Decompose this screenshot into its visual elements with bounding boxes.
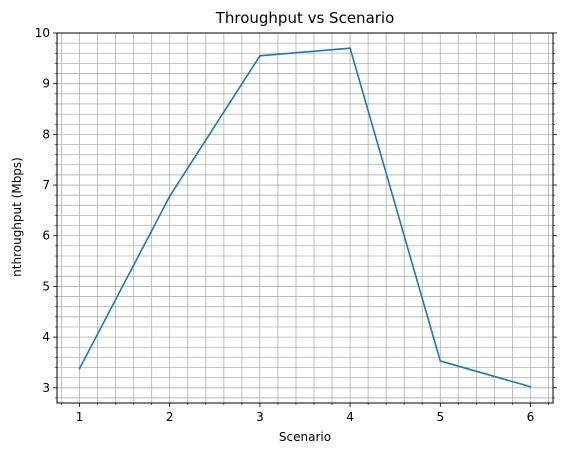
series-line bbox=[78, 47, 531, 388]
x-tick-label: 6 bbox=[527, 410, 535, 424]
data-point bbox=[529, 385, 532, 388]
y-tick-label: 8 bbox=[42, 127, 50, 141]
y-tick-label: 4 bbox=[42, 330, 50, 344]
series-layer bbox=[78, 47, 532, 388]
x-axis-label: Scenario bbox=[279, 430, 331, 444]
data-point bbox=[349, 47, 351, 50]
ticks: 1 2 3 4 5 6 3 4 5 6 7 8 9 10 bbox=[35, 26, 557, 424]
y-tick-label: 7 bbox=[42, 178, 50, 192]
y-tick-label: 6 bbox=[42, 229, 50, 243]
y-tick-label: 10 bbox=[35, 26, 50, 40]
x-tick-label: 2 bbox=[166, 410, 174, 424]
minor-grid bbox=[57, 33, 553, 403]
y-axis-label: nthroughput (Mbps) bbox=[10, 157, 24, 277]
x-tick-label: 5 bbox=[436, 410, 444, 424]
data-point bbox=[168, 195, 171, 198]
x-tick-label: 4 bbox=[346, 410, 354, 424]
data-point bbox=[439, 360, 442, 362]
plot-frame bbox=[56, 32, 554, 404]
data-point bbox=[259, 54, 261, 57]
x-tick-label: 3 bbox=[256, 410, 264, 424]
chart-title: Throughput vs Scenario bbox=[215, 9, 395, 27]
y-tick-label: 9 bbox=[42, 77, 50, 91]
y-tick-label: 5 bbox=[42, 279, 50, 293]
y-tick-label: 3 bbox=[42, 381, 50, 395]
x-tick-label: 1 bbox=[76, 410, 84, 424]
data-point bbox=[78, 367, 81, 370]
